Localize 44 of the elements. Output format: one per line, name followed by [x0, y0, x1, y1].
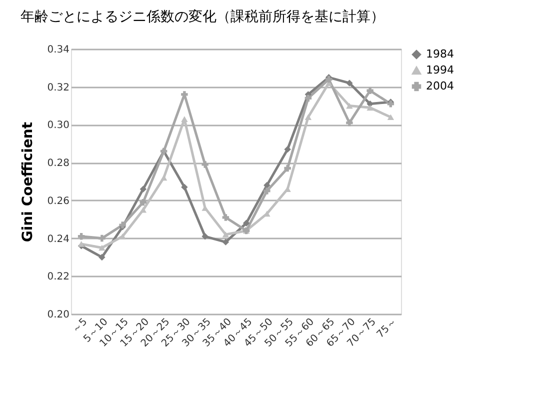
point	[304, 94, 312, 102]
chart-title: 年齢ごとによるジニ係数の変化（課税前所得を基に計算）	[20, 9, 385, 25]
point	[78, 241, 85, 247]
point	[346, 102, 353, 109]
point	[242, 220, 250, 226]
y-axis-title: Gini Coefficient	[20, 122, 36, 242]
y-tick-label: 0.34	[47, 44, 70, 56]
y-tick-label: 0.24	[47, 234, 70, 245]
y-tick-label: 0.28	[47, 158, 70, 170]
x-tick-label: ～5	[70, 316, 90, 336]
point	[366, 87, 374, 94]
point	[346, 119, 353, 126]
point	[222, 214, 230, 221]
y-tick-label: 0.26	[47, 196, 70, 207]
point	[264, 182, 270, 189]
y-tick-label: 0.22	[47, 272, 70, 283]
point	[284, 146, 291, 153]
point	[387, 114, 394, 120]
point	[304, 114, 312, 120]
y-tick-label: 0.20	[47, 310, 70, 320]
point	[98, 234, 106, 242]
point	[181, 116, 188, 122]
point	[222, 232, 230, 238]
point	[284, 164, 291, 172]
point	[202, 161, 208, 168]
y-tick-label: 0.32	[47, 82, 70, 94]
point	[264, 188, 270, 194]
y-tick-label: 0.30	[47, 120, 70, 132]
legend-label: 1994	[426, 64, 454, 76]
point	[181, 184, 188, 191]
legend-label: 1984	[426, 48, 454, 60]
point	[98, 254, 106, 261]
point	[140, 198, 147, 206]
legend-label: 2004	[426, 80, 454, 92]
point	[78, 233, 85, 240]
x-tick-label: 75～	[375, 316, 399, 340]
point	[346, 80, 353, 86]
point	[160, 174, 168, 181]
point	[98, 244, 106, 251]
point	[140, 186, 147, 192]
point	[366, 104, 374, 111]
point	[222, 238, 230, 246]
point	[202, 233, 208, 240]
point	[119, 233, 126, 240]
